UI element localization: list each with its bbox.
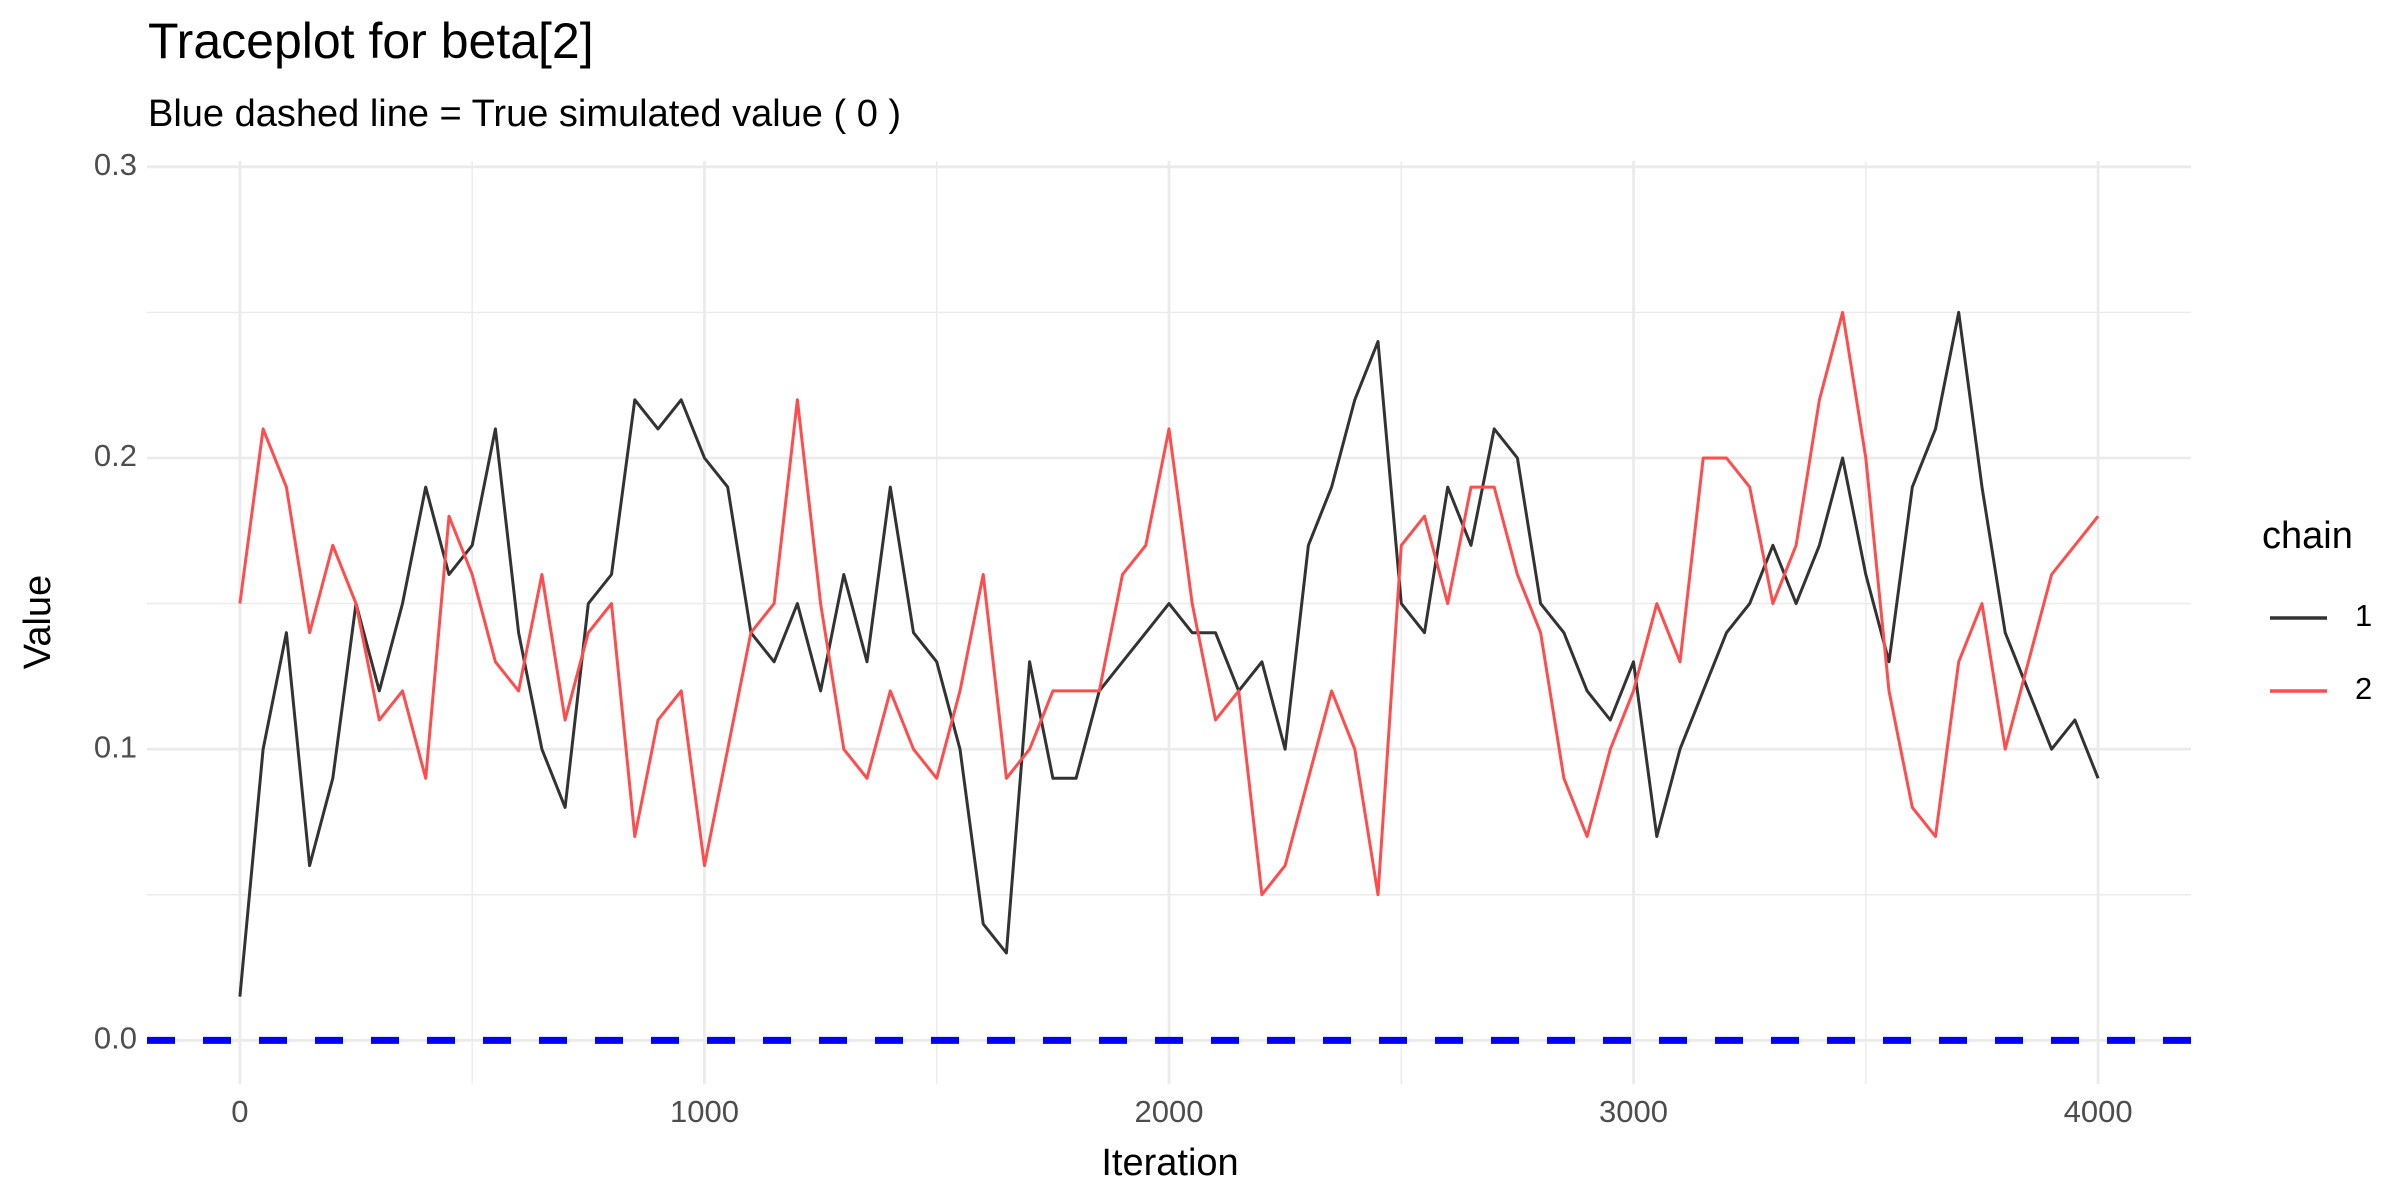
chart-subtitle: Blue dashed line = True simulated value … xyxy=(148,93,901,135)
grid: 0.0 0.1 0.2 0.3 0 1000 2000 3000 4000 xyxy=(94,147,2191,1129)
y-axis-title: Value xyxy=(17,575,59,669)
y-tick-label: 0.3 xyxy=(94,147,137,182)
x-tick-label: 3000 xyxy=(1599,1094,1668,1129)
x-tick-label: 4000 xyxy=(2064,1094,2133,1129)
series-line xyxy=(238,310,2100,897)
y-tick-label: 0.0 xyxy=(94,1021,137,1056)
y-tick-label: 0.2 xyxy=(94,438,137,473)
y-tick-label: 0.1 xyxy=(94,729,137,764)
x-tick-label: 1000 xyxy=(670,1094,739,1129)
chart-title: Traceplot for beta[2] xyxy=(148,13,594,69)
x-tick-label: 0 xyxy=(231,1094,248,1129)
x-axis-title: Iteration xyxy=(1101,1142,1238,1184)
series-line xyxy=(238,310,2100,997)
legend-label: 2 xyxy=(2355,671,2372,706)
legend: chain 1 2 xyxy=(2262,515,2372,706)
legend-label: 1 xyxy=(2355,598,2372,633)
legend-title: chain xyxy=(2262,515,2353,557)
x-tick-label: 2000 xyxy=(1135,1094,1204,1129)
plot-area xyxy=(147,310,2191,1044)
